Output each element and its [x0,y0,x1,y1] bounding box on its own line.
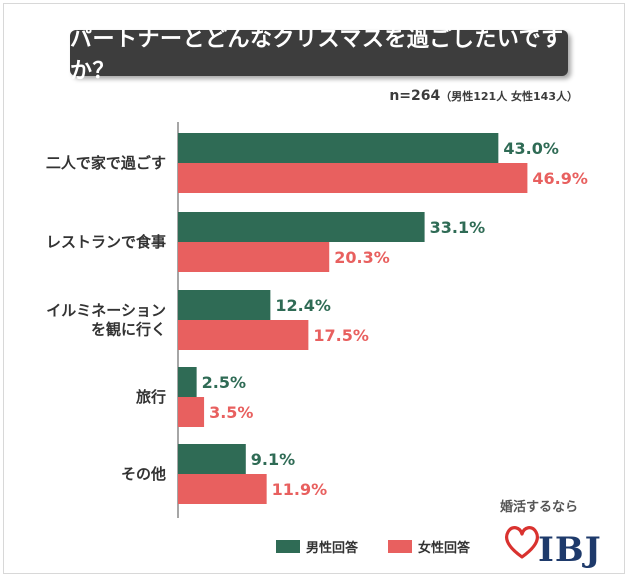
legend-label-female: 女性回答 [418,541,471,556]
legend-item-female: 女性回答 [388,537,470,556]
category-label: を観に行く [91,321,166,339]
bar-female [178,474,267,504]
legend-swatch-female [388,540,413,553]
data-label: 3.5% [209,403,253,422]
category-label: 旅行 [136,388,166,406]
category-label: 二人で家で過ごす [46,154,166,172]
category-label: イルミネーション [46,302,166,320]
data-label: 11.9% [272,480,328,499]
logo-brand: IBJ [538,530,602,570]
data-label: 17.5% [313,326,369,345]
legend-label-male: 男性回答 [306,541,359,556]
legend-swatch-male [276,540,300,553]
bar-female [178,397,205,427]
sample-n: n=264 [389,88,441,104]
bar-male [178,290,271,320]
bar-female [178,320,309,350]
bar-male [178,212,425,242]
data-label: 43.0% [503,139,559,158]
sample-size: n=264（男性121人 女性143人） [389,85,578,104]
data-label: 46.9% [532,169,588,188]
bar-female [178,163,528,193]
chart-frame: パートナーとどんなクリスマスを過ごしたいですか？ n=264（男性121人 女性… [3,3,625,574]
data-label: 2.5% [202,373,246,392]
data-label: 12.4% [275,296,331,315]
legend: 男性回答 女性回答 [276,537,470,556]
bar-male [178,367,197,397]
category-label: その他 [121,465,166,483]
data-label: 20.3% [334,248,390,267]
logo-tagline: 婚活するなら [500,500,579,515]
heart-icon [504,526,540,559]
bar-male [178,444,246,474]
ibj-logo: 婚活するなら IBJ [500,496,610,570]
sample-breakdown: （男性121人 女性143人） [440,90,578,103]
data-label: 33.1% [430,218,486,237]
legend-item-male: 男性回答 [276,537,358,556]
bar-male [178,133,499,163]
bar-female [178,242,330,272]
logo-mark: IBJ [500,516,610,570]
category-label: レストランで食事 [46,233,166,251]
data-label: 9.1% [251,450,295,469]
